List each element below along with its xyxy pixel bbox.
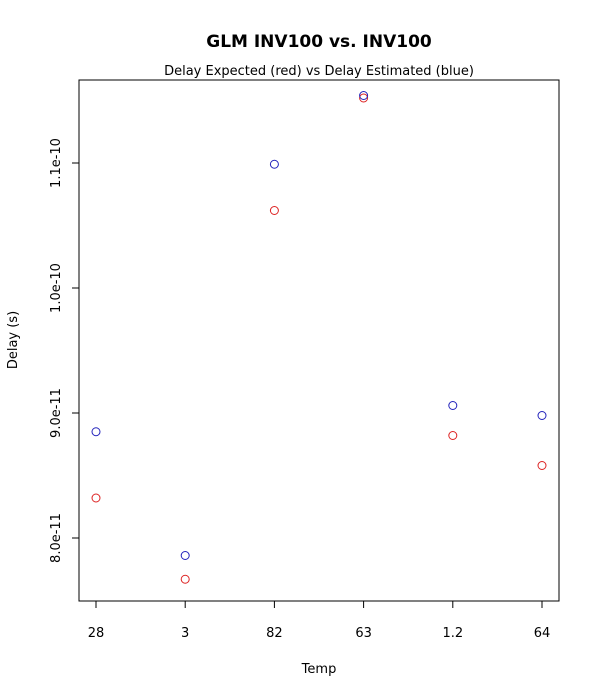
- y-tick-label: 9.0e-11: [49, 388, 64, 438]
- data-point: [180, 574, 190, 584]
- data-point: [269, 159, 279, 169]
- plot-frame: [78, 79, 560, 602]
- data-point: [359, 91, 369, 100]
- data-point: [359, 93, 369, 103]
- x-axis: 28 3 82 63 1.2 64: [88, 600, 551, 641]
- x-tick-label: 82: [266, 626, 283, 641]
- data-point: [91, 427, 101, 437]
- y-tick-label: 8.0e-11: [49, 513, 64, 563]
- chart-title: GLM INV100 vs. INV100: [206, 32, 432, 52]
- x-tick-label: 3: [181, 626, 189, 641]
- data-point: [448, 431, 458, 440]
- y-axis-label: Delay (s): [6, 311, 21, 369]
- y-axis: 8.0e-11 9.0e-11 1.0e-10 1.1e-10: [49, 138, 80, 563]
- x-tick-label: 64: [534, 626, 551, 641]
- data-point: [537, 461, 547, 470]
- data-point: [448, 401, 458, 410]
- data-point: [91, 493, 101, 503]
- data-points: [91, 91, 547, 584]
- y-tick-label: 1.0e-10: [49, 263, 64, 313]
- data-point: [269, 206, 279, 215]
- x-tick-label: 63: [355, 626, 372, 641]
- x-tick-label: 1.2: [442, 626, 463, 641]
- chart-subtitle: Delay Expected (red) vs Delay Estimated …: [164, 64, 474, 79]
- data-point: [537, 411, 547, 420]
- data-point: [180, 551, 190, 560]
- x-tick-label: 28: [88, 626, 105, 641]
- x-axis-label: Temp: [301, 662, 337, 677]
- y-tick-label: 1.1e-10: [49, 138, 64, 188]
